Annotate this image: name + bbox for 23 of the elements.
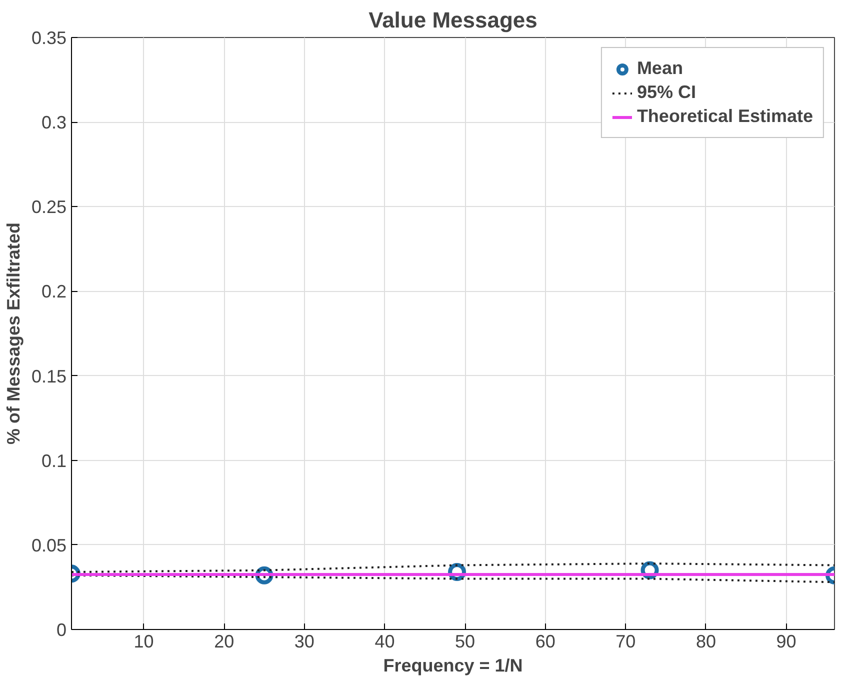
x-tick-label: 70 <box>616 632 636 652</box>
x-tick-label: 80 <box>696 632 716 652</box>
x-tick-label: 40 <box>374 632 395 652</box>
legend-label: Mean <box>636 58 683 79</box>
y-tick-label: 0.35 <box>31 28 67 48</box>
legend-label: Theoretical Estimate <box>636 106 813 127</box>
x-tick-label: 60 <box>535 632 556 652</box>
x-tick-label: 50 <box>455 632 476 652</box>
x-tick-label: 90 <box>776 632 796 652</box>
chart-title: Value Messages <box>368 8 538 32</box>
y-tick-label: 0.3 <box>41 112 67 133</box>
x-tick-label: 10 <box>134 632 154 652</box>
y-tick-label: 0.15 <box>31 366 67 386</box>
y-tick-label: 0.25 <box>31 197 67 218</box>
x-axis-title: Frequency = 1/N <box>383 656 523 676</box>
y-tick-label: 0.1 <box>41 450 67 471</box>
y-axis-title: % of Messages Exfiltrated <box>3 222 24 445</box>
y-tick-label: 0.05 <box>31 535 67 556</box>
x-tick-label: 30 <box>294 632 314 652</box>
y-tick-label: 0.2 <box>41 282 67 302</box>
x-tick-label: 20 <box>214 632 234 652</box>
legend-label: 95% CI <box>636 82 696 103</box>
y-tick-label: 0 <box>56 620 67 640</box>
